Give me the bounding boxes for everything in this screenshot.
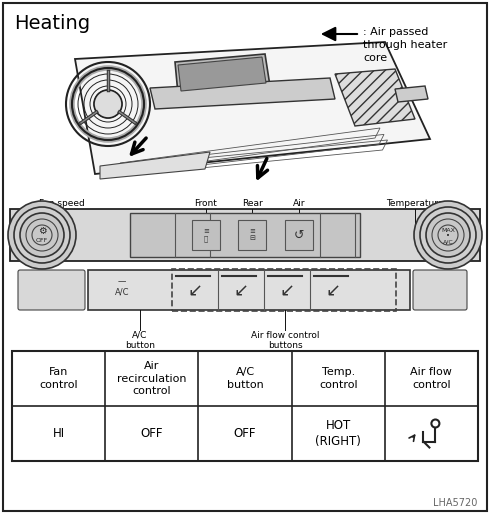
Text: Air
recirculation
control: Air recirculation control [117,361,187,396]
Circle shape [14,207,70,263]
Text: ≡
🔲: ≡ 🔲 [203,228,209,242]
Text: ↙: ↙ [279,283,294,301]
Text: Air
recirculation
button: Air recirculation button [270,199,327,230]
Polygon shape [335,69,415,126]
Text: OFF: OFF [234,427,256,440]
Bar [285,220,313,250]
Bar [192,220,220,250]
Text: A/C: A/C [442,240,453,245]
Circle shape [94,90,122,118]
Polygon shape [175,54,270,94]
Circle shape [20,213,64,257]
Bar [238,220,266,250]
Circle shape [414,201,482,269]
Text: ↙: ↙ [233,283,248,301]
Polygon shape [150,78,335,109]
FancyBboxPatch shape [413,270,467,310]
Text: •: • [446,233,450,239]
Text: Temp.
control: Temp. control [319,368,358,390]
Text: ↙: ↙ [325,283,341,301]
Text: A/C
button: A/C button [227,368,264,390]
Bar [88,270,410,310]
Circle shape [420,207,476,263]
Text: Temperature
control dial/
MAX A/C: Temperature control dial/ MAX A/C [386,199,443,230]
Text: —
A/C: — A/C [115,277,129,297]
Bar [130,213,360,257]
Text: OFF: OFF [141,427,163,440]
Text: : Air passed
through heater
core: : Air passed through heater core [363,27,447,63]
Text: Fan
control: Fan control [39,368,78,390]
Circle shape [8,201,76,269]
Text: Air flow control
buttons: Air flow control buttons [251,331,319,351]
Text: Front
defroster
button: Front defroster button [185,199,227,230]
Text: MAX: MAX [441,228,455,232]
Text: HI: HI [52,427,65,440]
Bar [172,269,396,311]
Text: ≡
⊟: ≡ ⊟ [249,229,255,242]
Bar [12,351,478,461]
Text: LHA5720: LHA5720 [433,498,477,508]
Text: OFF: OFF [36,237,48,243]
Text: Heating: Heating [14,14,90,33]
Polygon shape [100,152,210,179]
Text: ⚙: ⚙ [38,226,47,236]
Circle shape [426,213,470,257]
Polygon shape [395,86,428,102]
Polygon shape [75,42,430,174]
Text: HOT
(RIGHT): HOT (RIGHT) [315,419,361,448]
Text: Fan speed
control dial: Fan speed control dial [37,199,87,219]
Text: ↙: ↙ [188,283,202,301]
Polygon shape [178,57,266,91]
Text: A/C
button: A/C button [125,331,155,351]
Bar [10,209,480,261]
Text: Rear
defroster
swtch: Rear defroster swtch [231,199,272,230]
Text: Air flow
control: Air flow control [411,368,452,390]
FancyBboxPatch shape [18,270,85,310]
Text: ↺: ↺ [294,229,304,242]
